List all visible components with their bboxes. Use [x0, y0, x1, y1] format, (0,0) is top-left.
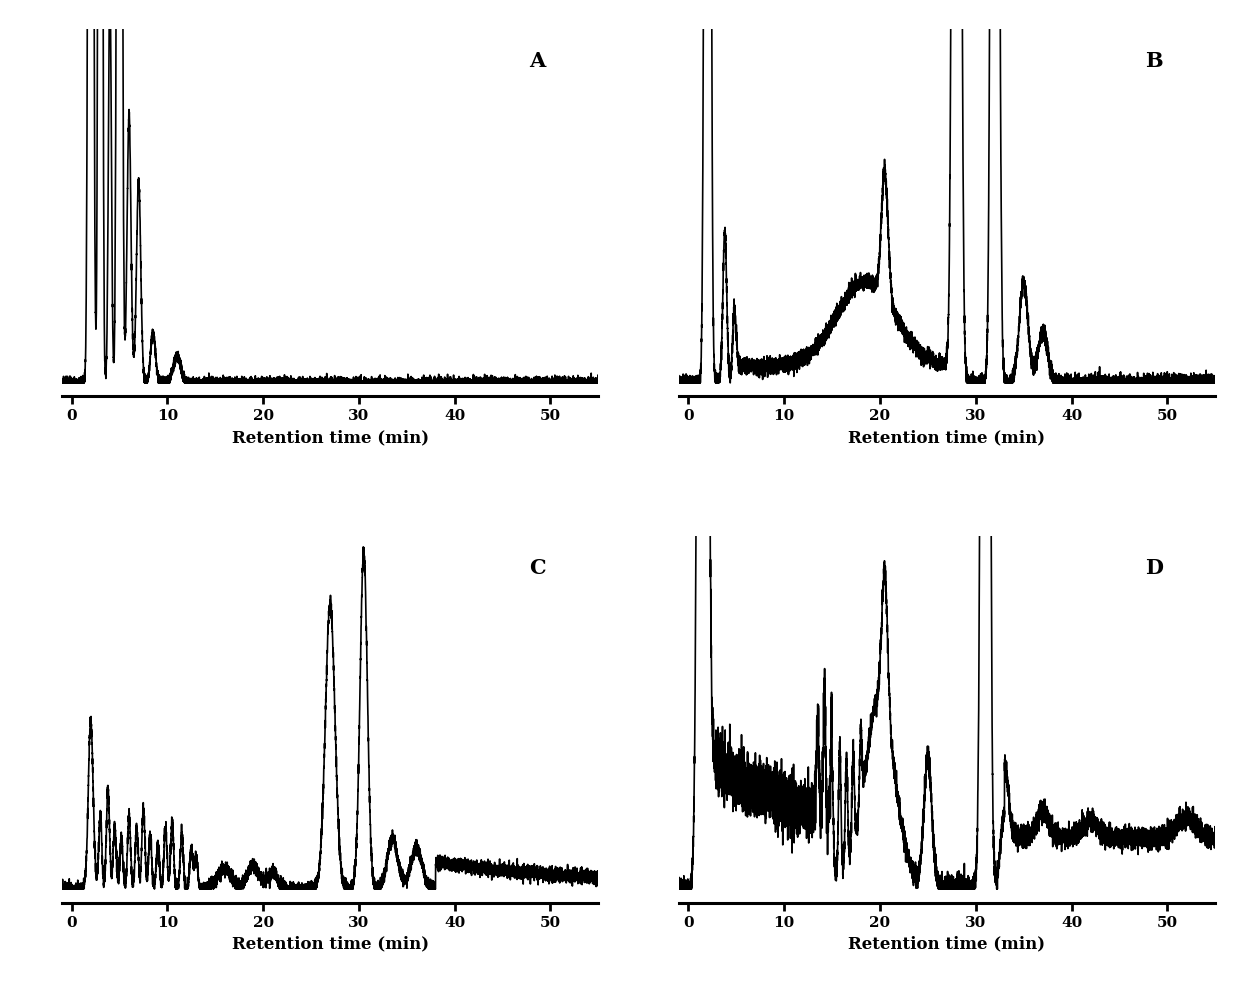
Text: B: B: [1146, 51, 1163, 72]
Text: C: C: [528, 557, 546, 578]
X-axis label: Retention time (min): Retention time (min): [848, 429, 1045, 446]
X-axis label: Retention time (min): Retention time (min): [232, 429, 429, 446]
X-axis label: Retention time (min): Retention time (min): [232, 935, 429, 953]
Text: A: A: [528, 51, 544, 72]
Text: D: D: [1146, 557, 1163, 578]
X-axis label: Retention time (min): Retention time (min): [848, 935, 1045, 953]
